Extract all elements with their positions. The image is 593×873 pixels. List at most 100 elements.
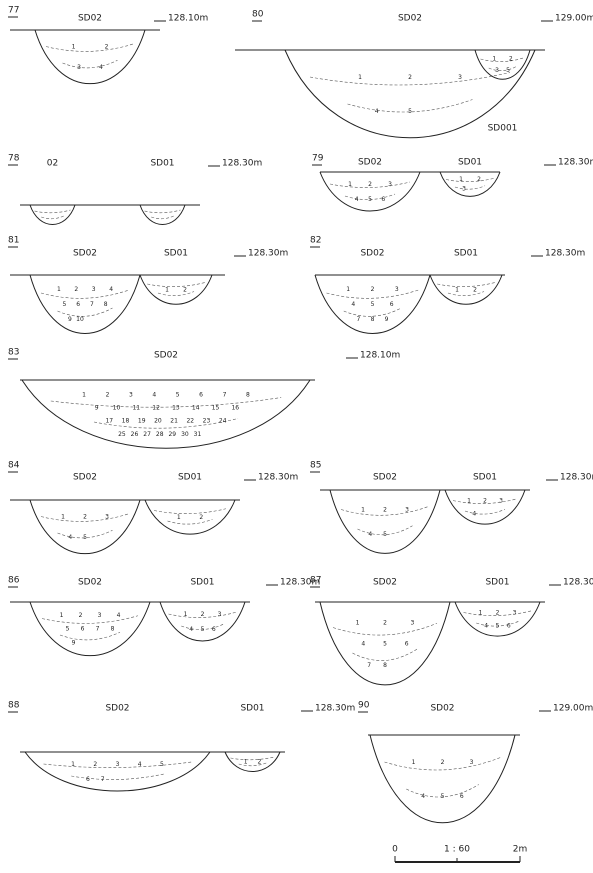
ditch-profile bbox=[30, 275, 140, 334]
layer-number: 4 bbox=[152, 391, 156, 398]
section-number: 88 bbox=[8, 701, 20, 711]
layer-number: 8 bbox=[104, 301, 108, 308]
layer-number: 8 bbox=[371, 316, 375, 323]
layer-number: 1 bbox=[348, 181, 352, 188]
layer-number: 3 bbox=[77, 64, 81, 71]
layer-boundary bbox=[437, 283, 495, 287]
ditch-profile bbox=[35, 30, 145, 84]
ditch-label: SD02 bbox=[358, 158, 382, 168]
layer-boundary bbox=[151, 216, 174, 219]
ditch-profile bbox=[370, 735, 515, 823]
layer-number: 1 bbox=[72, 43, 76, 50]
layer-number: 2 bbox=[83, 513, 87, 520]
layer-number: 4 bbox=[355, 196, 359, 203]
layer-boundary bbox=[51, 398, 281, 408]
layer-number: 6 bbox=[212, 626, 216, 633]
ditch-label: SD01 bbox=[190, 578, 214, 588]
layer-number: 12 bbox=[152, 405, 160, 412]
layer-number: 2 bbox=[496, 609, 500, 616]
ditch-profile bbox=[445, 490, 525, 524]
layer-number: 1 bbox=[356, 619, 360, 626]
layer-number: 6 bbox=[405, 641, 409, 648]
layer-number: 1 bbox=[60, 612, 64, 619]
layer-boundary bbox=[147, 283, 205, 287]
layer-number: 1 bbox=[346, 286, 350, 293]
layer-number: 4 bbox=[109, 286, 113, 293]
layer-number: 3 bbox=[218, 611, 222, 618]
layer-number: 2 bbox=[441, 759, 445, 766]
layer-number: 31 bbox=[194, 431, 202, 438]
layer-number: 1 bbox=[61, 513, 65, 520]
layer-number: 1 bbox=[358, 74, 362, 81]
elevation: 128.30m bbox=[315, 704, 355, 714]
layer-number: 10 bbox=[76, 316, 84, 323]
layer-number: 5 bbox=[441, 793, 445, 800]
layer-number: 6 bbox=[81, 626, 85, 633]
layer-boundary bbox=[446, 178, 494, 181]
layer-number: 4 bbox=[99, 64, 103, 71]
layer-boundary bbox=[94, 419, 238, 429]
layer-number: 14 bbox=[192, 405, 200, 412]
ditch-label: SD01 bbox=[178, 473, 202, 483]
layer-boundary bbox=[481, 58, 525, 62]
layer-number: 2 bbox=[509, 56, 513, 63]
layer-number: 3 bbox=[411, 619, 415, 626]
layer-number: 6 bbox=[76, 301, 80, 308]
layer-number: 1 bbox=[361, 506, 365, 513]
layer-number: 5 bbox=[160, 761, 164, 768]
layer-number: 5 bbox=[201, 626, 205, 633]
layer-number: 1 bbox=[184, 611, 188, 618]
layer-number: 6 bbox=[86, 776, 90, 783]
layer-number: 4 bbox=[421, 793, 425, 800]
section-number: 87 bbox=[310, 576, 321, 586]
elevation: 128.30m bbox=[222, 159, 262, 169]
layer-number: 23 bbox=[203, 418, 211, 425]
layer-number: 26 bbox=[131, 431, 139, 438]
layer-number: 4 bbox=[368, 531, 372, 538]
layer-boundary bbox=[154, 509, 226, 514]
layer-number: 1 bbox=[492, 56, 496, 63]
layer-number: 30 bbox=[181, 431, 189, 438]
ditch-profile bbox=[140, 275, 212, 304]
layer-number: 3 bbox=[129, 391, 133, 398]
section-number: 79 bbox=[312, 154, 324, 164]
layer-number: 5 bbox=[83, 534, 87, 541]
layer-number: 2 bbox=[74, 286, 78, 293]
layer-number: 16 bbox=[231, 405, 239, 412]
layer-number: 2 bbox=[106, 391, 110, 398]
ditch-label: SD02 bbox=[373, 578, 397, 588]
layer-number: 2 bbox=[257, 758, 261, 765]
layer-number: 5 bbox=[66, 626, 70, 633]
ditch-profile bbox=[22, 380, 310, 448]
layer-number: 5 bbox=[62, 301, 66, 308]
layer-number: 5 bbox=[383, 531, 387, 538]
layer-number: 4 bbox=[351, 301, 355, 308]
layer-number: 3 bbox=[92, 286, 96, 293]
ditch-label: SD02 bbox=[360, 249, 384, 259]
ditch-profile bbox=[145, 500, 235, 534]
layer-number: 11 bbox=[132, 405, 140, 412]
layer-number: 5 bbox=[408, 108, 412, 115]
layer-number: 6 bbox=[507, 622, 511, 629]
layer-number: 6 bbox=[199, 391, 203, 398]
layer-number: 2 bbox=[483, 497, 487, 504]
scale-end: 2m bbox=[513, 845, 528, 855]
ditch-label: SD02 bbox=[398, 14, 422, 24]
layer-number: 7 bbox=[223, 391, 227, 398]
layer-number: 20 bbox=[154, 418, 162, 425]
layer-number: 28 bbox=[156, 431, 164, 438]
layer-number: 4 bbox=[484, 622, 488, 629]
elevation: 129.00m bbox=[555, 14, 593, 24]
layer-number: 5 bbox=[506, 67, 510, 74]
layer-number: 5 bbox=[371, 301, 375, 308]
layer-number: 2 bbox=[93, 761, 97, 768]
layer-number: 21 bbox=[170, 418, 178, 425]
section-number: 77 bbox=[8, 6, 19, 16]
layer-number: 2 bbox=[383, 506, 387, 513]
layer-number: 8 bbox=[383, 662, 387, 669]
layer-number: 3 bbox=[405, 506, 409, 513]
ditch-label: SD02 bbox=[78, 14, 102, 24]
layer-number: 7 bbox=[90, 301, 94, 308]
layer-boundary bbox=[231, 757, 275, 760]
layer-number: 18 bbox=[122, 418, 130, 425]
